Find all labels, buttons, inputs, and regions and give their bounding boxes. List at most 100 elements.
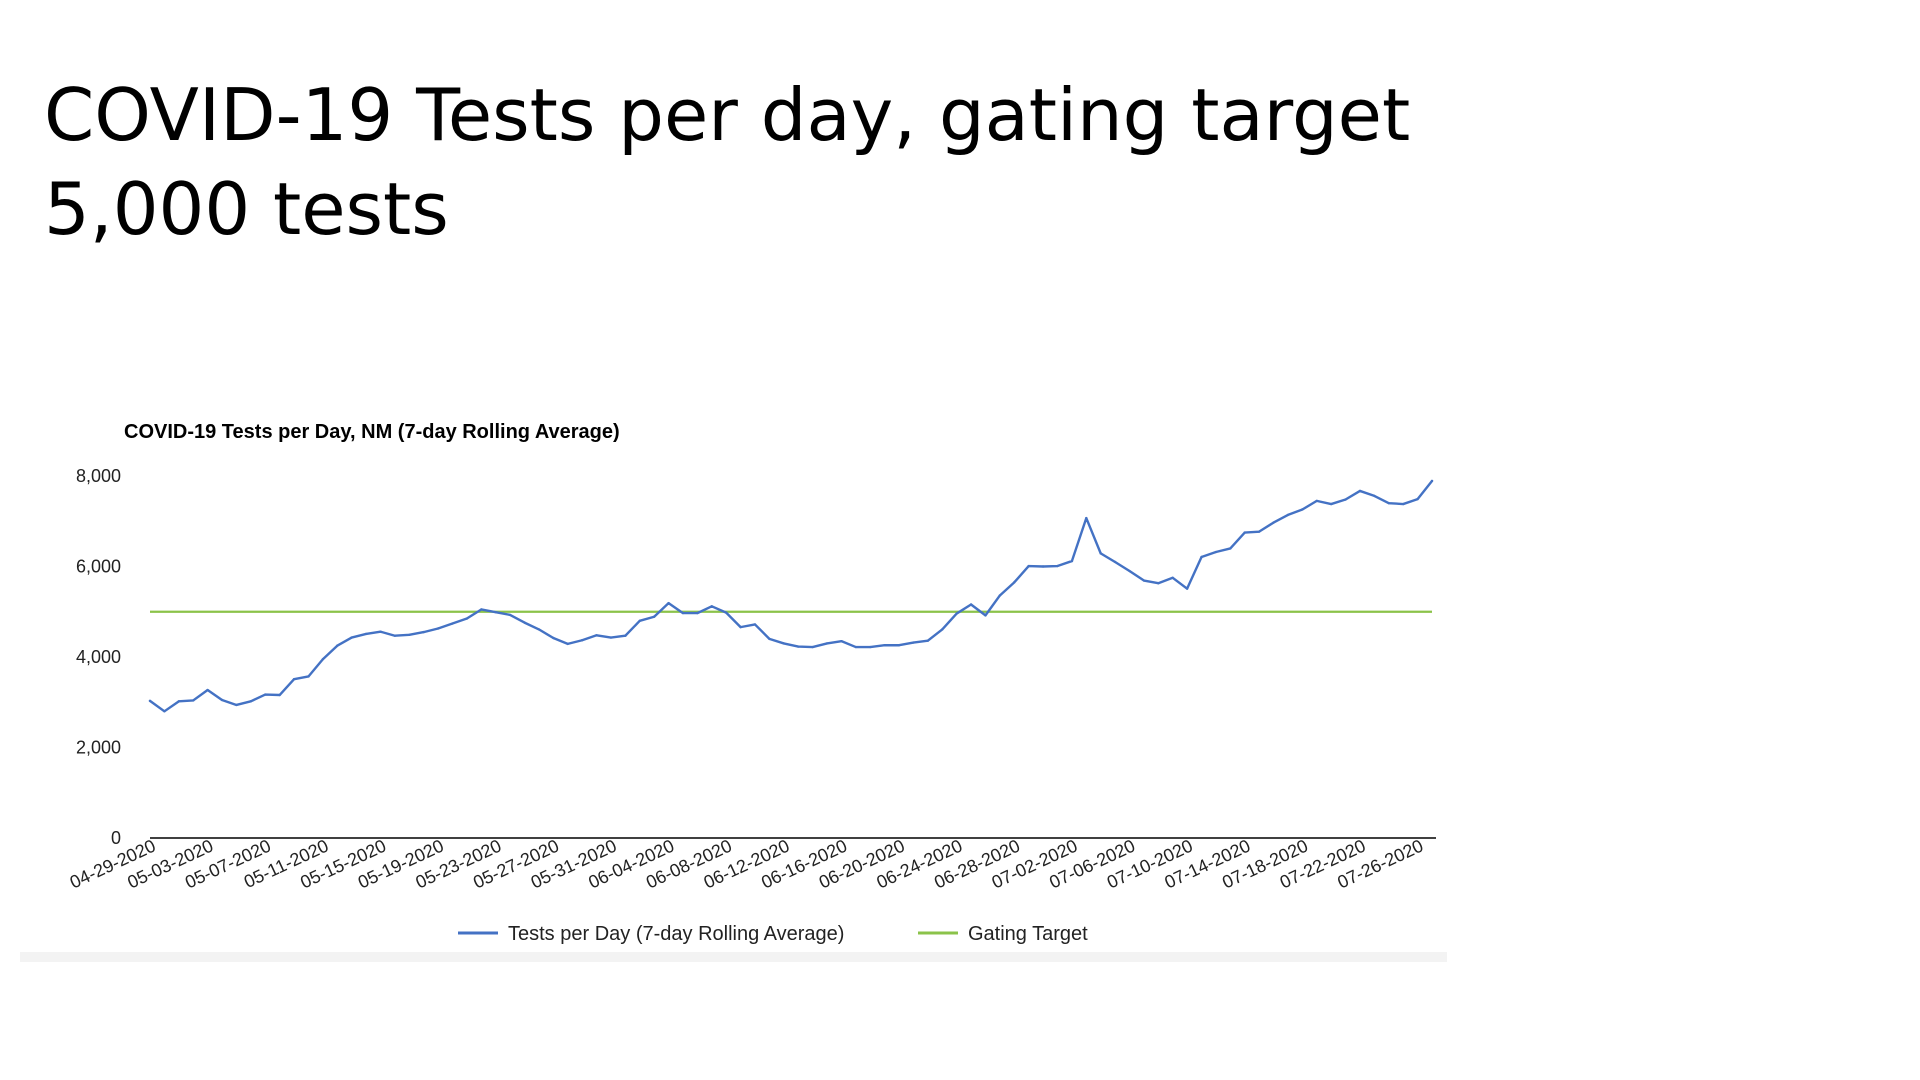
data-points-layer [148,479,1434,713]
data-point [696,611,699,615]
data-point [494,611,497,614]
chart-title: COVID-19 Tests per Day, NM (7-day Rollin… [124,421,620,443]
data-point [307,675,310,678]
data-point [1027,564,1030,568]
data-point [941,628,944,631]
data-point [1286,513,1290,517]
data-point [1315,499,1318,503]
data-point [998,594,1002,597]
data-point [350,636,353,639]
legend-item-gating-target: Gating Target [918,923,1088,945]
data-point [638,619,641,622]
data-point [566,642,569,646]
data-point [163,710,166,713]
y-tick-label: 8,000 [76,466,121,486]
data-point [220,698,224,702]
data-point [465,617,469,620]
data-point [1041,565,1045,568]
data-point [840,639,843,643]
data-point [667,601,670,605]
data-point [580,639,584,642]
data-point [1128,569,1131,573]
data-point [912,641,915,644]
data-point [897,644,901,647]
data-point [969,603,973,606]
data-point [235,703,238,707]
data-point [1373,494,1376,498]
data-point [1387,501,1390,505]
data-point [869,645,872,649]
data-point [192,699,195,702]
chart-bottom-strip [20,952,1447,962]
data-point [1142,579,1146,582]
data-point [1243,531,1246,534]
data-point [264,693,267,696]
data-point [609,636,613,639]
data-point [926,639,930,642]
y-tick-label: 2,000 [76,738,121,758]
y-axis: 0 2,000 4,000 6,000 8,000 [76,466,121,848]
data-point [984,614,987,617]
legend-label-tests: Tests per Day (7-day Rolling Average) [508,923,844,945]
data-point [393,634,397,637]
data-point [292,677,296,681]
series-line-tests-per-day [148,479,1434,713]
data-point [782,642,785,645]
data-point [624,634,627,637]
data-point [1401,502,1405,506]
data-point [480,608,483,611]
y-tick-label: 4,000 [76,647,121,667]
data-point [422,630,425,634]
data-point [1185,587,1189,590]
data-point [148,699,152,703]
data-point [955,612,958,615]
data-point [753,623,757,626]
legend-label-gating-target: Gating Target [968,923,1088,945]
data-point [1171,576,1174,580]
data-point [595,634,598,637]
data-point [552,636,555,640]
data-point [364,632,368,636]
tests-per-day-chart: COVID-19 Tests per Day, NM (7-day Rollin… [67,421,1436,945]
data-point [811,645,814,649]
data-point [1157,582,1160,585]
data-point [1257,530,1261,533]
chart-panel: COVID-19 Tests per Day, NM (7-day Rollin… [20,405,1447,955]
data-point [1070,559,1074,563]
legend: Tests per Day (7-day Rolling Average) Ga… [458,923,1088,945]
legend-item-tests: Tests per Day (7-day Rolling Average) [458,923,844,945]
data-point [768,637,771,641]
data-point [1099,552,1102,555]
series-layer [148,479,1434,713]
data-point [825,642,829,645]
data-point [278,693,281,697]
data-point [739,625,742,629]
data-point [206,688,209,692]
data-point [797,645,800,648]
data-point [1085,516,1088,520]
data-point [523,621,526,624]
data-point [379,630,382,633]
slide-title: COVID-19 Tests per day, gating target 5,… [44,73,1411,251]
data-point [1301,508,1304,511]
data-point [508,613,512,617]
data-point [1013,581,1016,584]
data-point [1200,555,1203,559]
data-point [436,627,440,630]
data-point [1358,489,1362,493]
data-point [177,700,181,703]
x-tick-labels: 04-29-202005-03-202005-07-202005-11-2020… [67,835,1426,892]
y-tick-label: 6,000 [76,557,121,577]
data-point [1329,502,1333,506]
data-point [854,645,858,649]
y-tick-label: 0 [111,828,121,848]
data-point [652,615,656,618]
data-point [249,700,253,703]
data-point [1056,564,1059,568]
data-point [710,605,713,608]
data-point [681,611,685,615]
data-point [1113,560,1117,564]
data-point [1229,547,1232,550]
data-point [336,644,339,647]
